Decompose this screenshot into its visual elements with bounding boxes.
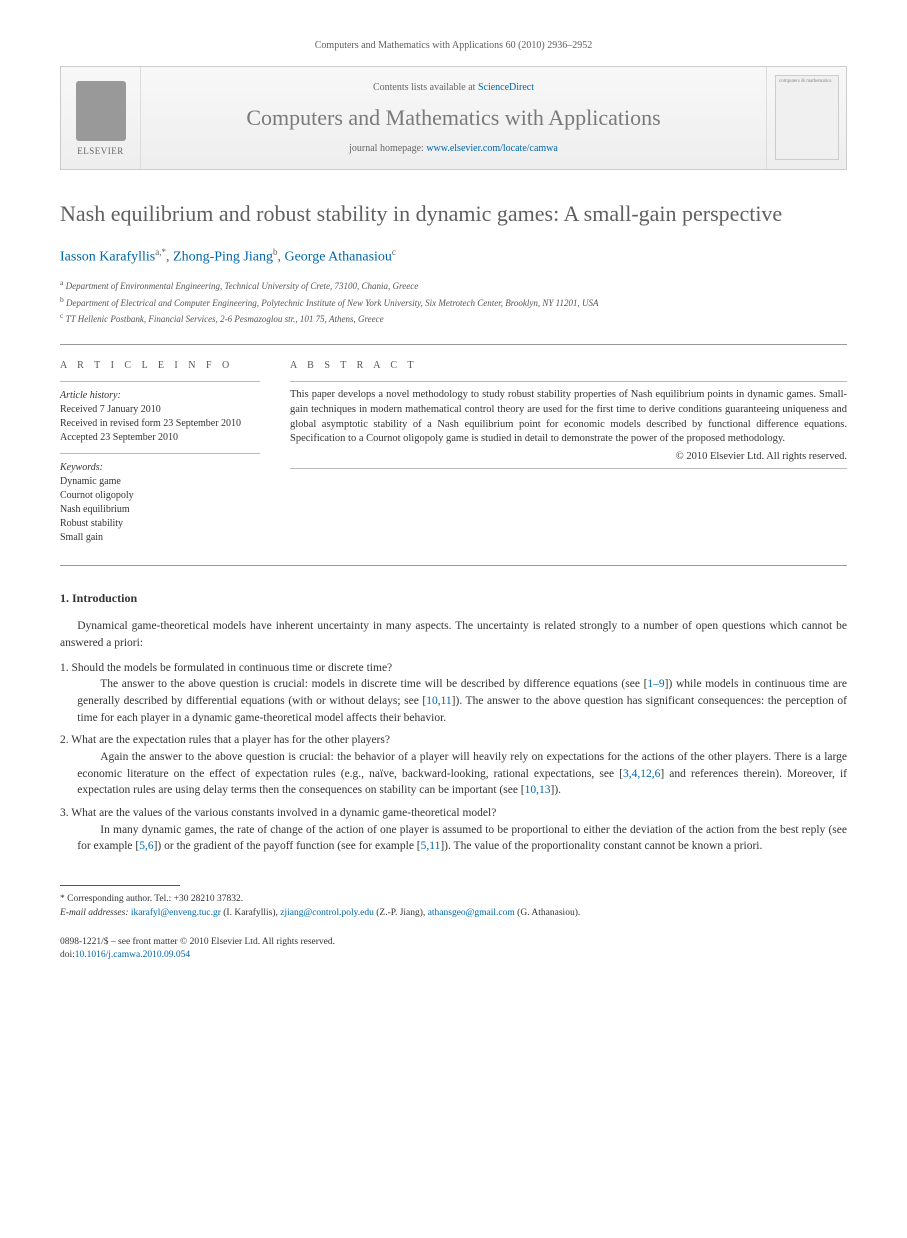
- abstract-text: This paper develops a novel methodology …: [290, 388, 847, 447]
- aff-sup: c: [60, 311, 63, 320]
- author-link[interactable]: George Athanasiou: [284, 249, 391, 264]
- article-title: Nash equilibrium and robust stability in…: [60, 200, 847, 229]
- question-text: 3. What are the values of the various co…: [60, 807, 496, 819]
- abstract-heading: A B S T R A C T: [290, 360, 847, 371]
- elsevier-tree-icon: [76, 81, 126, 141]
- doi-line: doi:10.1016/j.camwa.2010.09.054: [60, 949, 847, 962]
- ref-link[interactable]: 10,11: [426, 695, 451, 707]
- bottom-block: 0898-1221/$ – see front matter © 2010 El…: [60, 936, 847, 963]
- list-item: 2. What are the expectation rules that a…: [60, 732, 847, 799]
- aff-text: TT Hellenic Postbank, Financial Services…: [66, 314, 384, 324]
- issn-line: 0898-1221/$ – see front matter © 2010 El…: [60, 936, 847, 949]
- homepage-line: journal homepage: www.elsevier.com/locat…: [161, 143, 746, 154]
- header-center: Contents lists available at ScienceDirec…: [141, 67, 766, 169]
- answer-text: Again the answer to the above question i…: [77, 749, 847, 799]
- affiliation: a Department of Environmental Engineerin…: [60, 277, 847, 293]
- answer-text: The answer to the above question is cruc…: [77, 676, 847, 726]
- footnotes: * Corresponding author. Tel.: +30 28210 …: [60, 892, 847, 921]
- question-list: 1. Should the models be formulated in co…: [60, 660, 847, 855]
- abstract-copyright: © 2010 Elsevier Ltd. All rights reserved…: [290, 451, 847, 462]
- keyword: Nash equilibrium: [60, 503, 260, 517]
- ref-link[interactable]: 3,4,12,6: [623, 768, 660, 780]
- email-link[interactable]: ikarafyl@enveng.tuc.gr: [131, 908, 221, 918]
- ref-link[interactable]: 5,11: [421, 840, 441, 852]
- journal-name: Computers and Mathematics with Applicati…: [161, 105, 746, 131]
- history-label: Article history:: [60, 390, 260, 401]
- email-link[interactable]: athansgeo@gmail.com: [428, 908, 515, 918]
- question-text: 1. Should the models be formulated in co…: [60, 662, 392, 674]
- footnote-rule: [60, 885, 180, 886]
- divider: [60, 344, 847, 345]
- article-info: A R T I C L E I N F O Article history: R…: [60, 360, 260, 545]
- abstract: A B S T R A C T This paper develops a no…: [290, 360, 847, 545]
- elsevier-logo: ELSEVIER: [61, 67, 141, 169]
- email-who: (I. Karafyllis),: [221, 908, 280, 918]
- doi-label: doi:: [60, 950, 75, 960]
- keyword: Small gain: [60, 531, 260, 545]
- cover-thumbnail: computers & mathematics: [766, 67, 846, 169]
- homepage-prefix: journal homepage:: [349, 143, 426, 154]
- journal-header: ELSEVIER Contents lists available at Sci…: [60, 66, 847, 170]
- email-who: (Z.-P. Jiang),: [374, 908, 428, 918]
- aff-text: Department of Environmental Engineering,…: [66, 281, 419, 291]
- section-heading: 1. Introduction: [60, 591, 847, 606]
- email-link[interactable]: zjiang@control.poly.edu: [280, 908, 374, 918]
- top-citation: Computers and Mathematics with Applicati…: [60, 40, 847, 51]
- ref-link[interactable]: 10,13: [525, 784, 551, 796]
- author-link[interactable]: Iasson Karafyllis: [60, 249, 155, 264]
- divider: [290, 468, 847, 469]
- author-sup: b: [273, 247, 278, 257]
- authors-line: Iasson Karafyllisa,*, Zhong-Ping Jiangb,…: [60, 247, 847, 266]
- email-addresses: E-mail addresses: ikarafyl@enveng.tuc.gr…: [60, 906, 847, 920]
- info-abstract-row: A R T I C L E I N F O Article history: R…: [60, 360, 847, 545]
- history-line: Accepted 23 September 2010: [60, 431, 260, 445]
- aff-sup: b: [60, 295, 64, 304]
- ref-link[interactable]: 1–9: [647, 678, 664, 690]
- corresponding-author: * Corresponding author. Tel.: +30 28210 …: [60, 892, 847, 906]
- elsevier-label: ELSEVIER: [77, 146, 124, 156]
- answer-text: In many dynamic games, the rate of chang…: [77, 822, 847, 855]
- contents-available: Contents lists available at ScienceDirec…: [161, 82, 746, 93]
- keyword: Cournot oligopoly: [60, 489, 260, 503]
- divider: [290, 381, 847, 382]
- intro-paragraph: Dynamical game-theoretical models have i…: [60, 618, 847, 651]
- history-line: Received in revised form 23 September 20…: [60, 417, 260, 431]
- sciencedirect-link[interactable]: ScienceDirect: [478, 82, 534, 93]
- author-link[interactable]: Zhong-Ping Jiang: [173, 249, 273, 264]
- list-item: 3. What are the values of the various co…: [60, 805, 847, 855]
- question-text: 2. What are the expectation rules that a…: [60, 734, 390, 746]
- affiliations: a Department of Environmental Engineerin…: [60, 277, 847, 326]
- author-sup: c: [392, 247, 396, 257]
- doi-link[interactable]: 10.1016/j.camwa.2010.09.054: [75, 950, 190, 960]
- divider: [60, 381, 260, 382]
- aff-sup: a: [60, 278, 63, 287]
- email-who: (G. Athanasiou).: [515, 908, 580, 918]
- keyword: Dynamic game: [60, 475, 260, 489]
- divider: [60, 565, 847, 566]
- keyword: Robust stability: [60, 517, 260, 531]
- affiliation: c TT Hellenic Postbank, Financial Servic…: [60, 310, 847, 326]
- list-item: 1. Should the models be formulated in co…: [60, 660, 847, 727]
- aff-text: Department of Electrical and Computer En…: [66, 298, 599, 308]
- affiliation: b Department of Electrical and Computer …: [60, 294, 847, 310]
- email-label: E-mail addresses:: [60, 908, 131, 918]
- cover-image: computers & mathematics: [775, 75, 839, 160]
- history-line: Received 7 January 2010: [60, 403, 260, 417]
- info-heading: A R T I C L E I N F O: [60, 360, 260, 371]
- homepage-link[interactable]: www.elsevier.com/locate/camwa: [426, 143, 558, 154]
- ref-link[interactable]: 5,6: [139, 840, 153, 852]
- keywords-label: Keywords:: [60, 462, 260, 473]
- author-sup: a,*: [155, 247, 166, 257]
- contents-prefix: Contents lists available at: [373, 82, 478, 93]
- divider: [60, 453, 260, 454]
